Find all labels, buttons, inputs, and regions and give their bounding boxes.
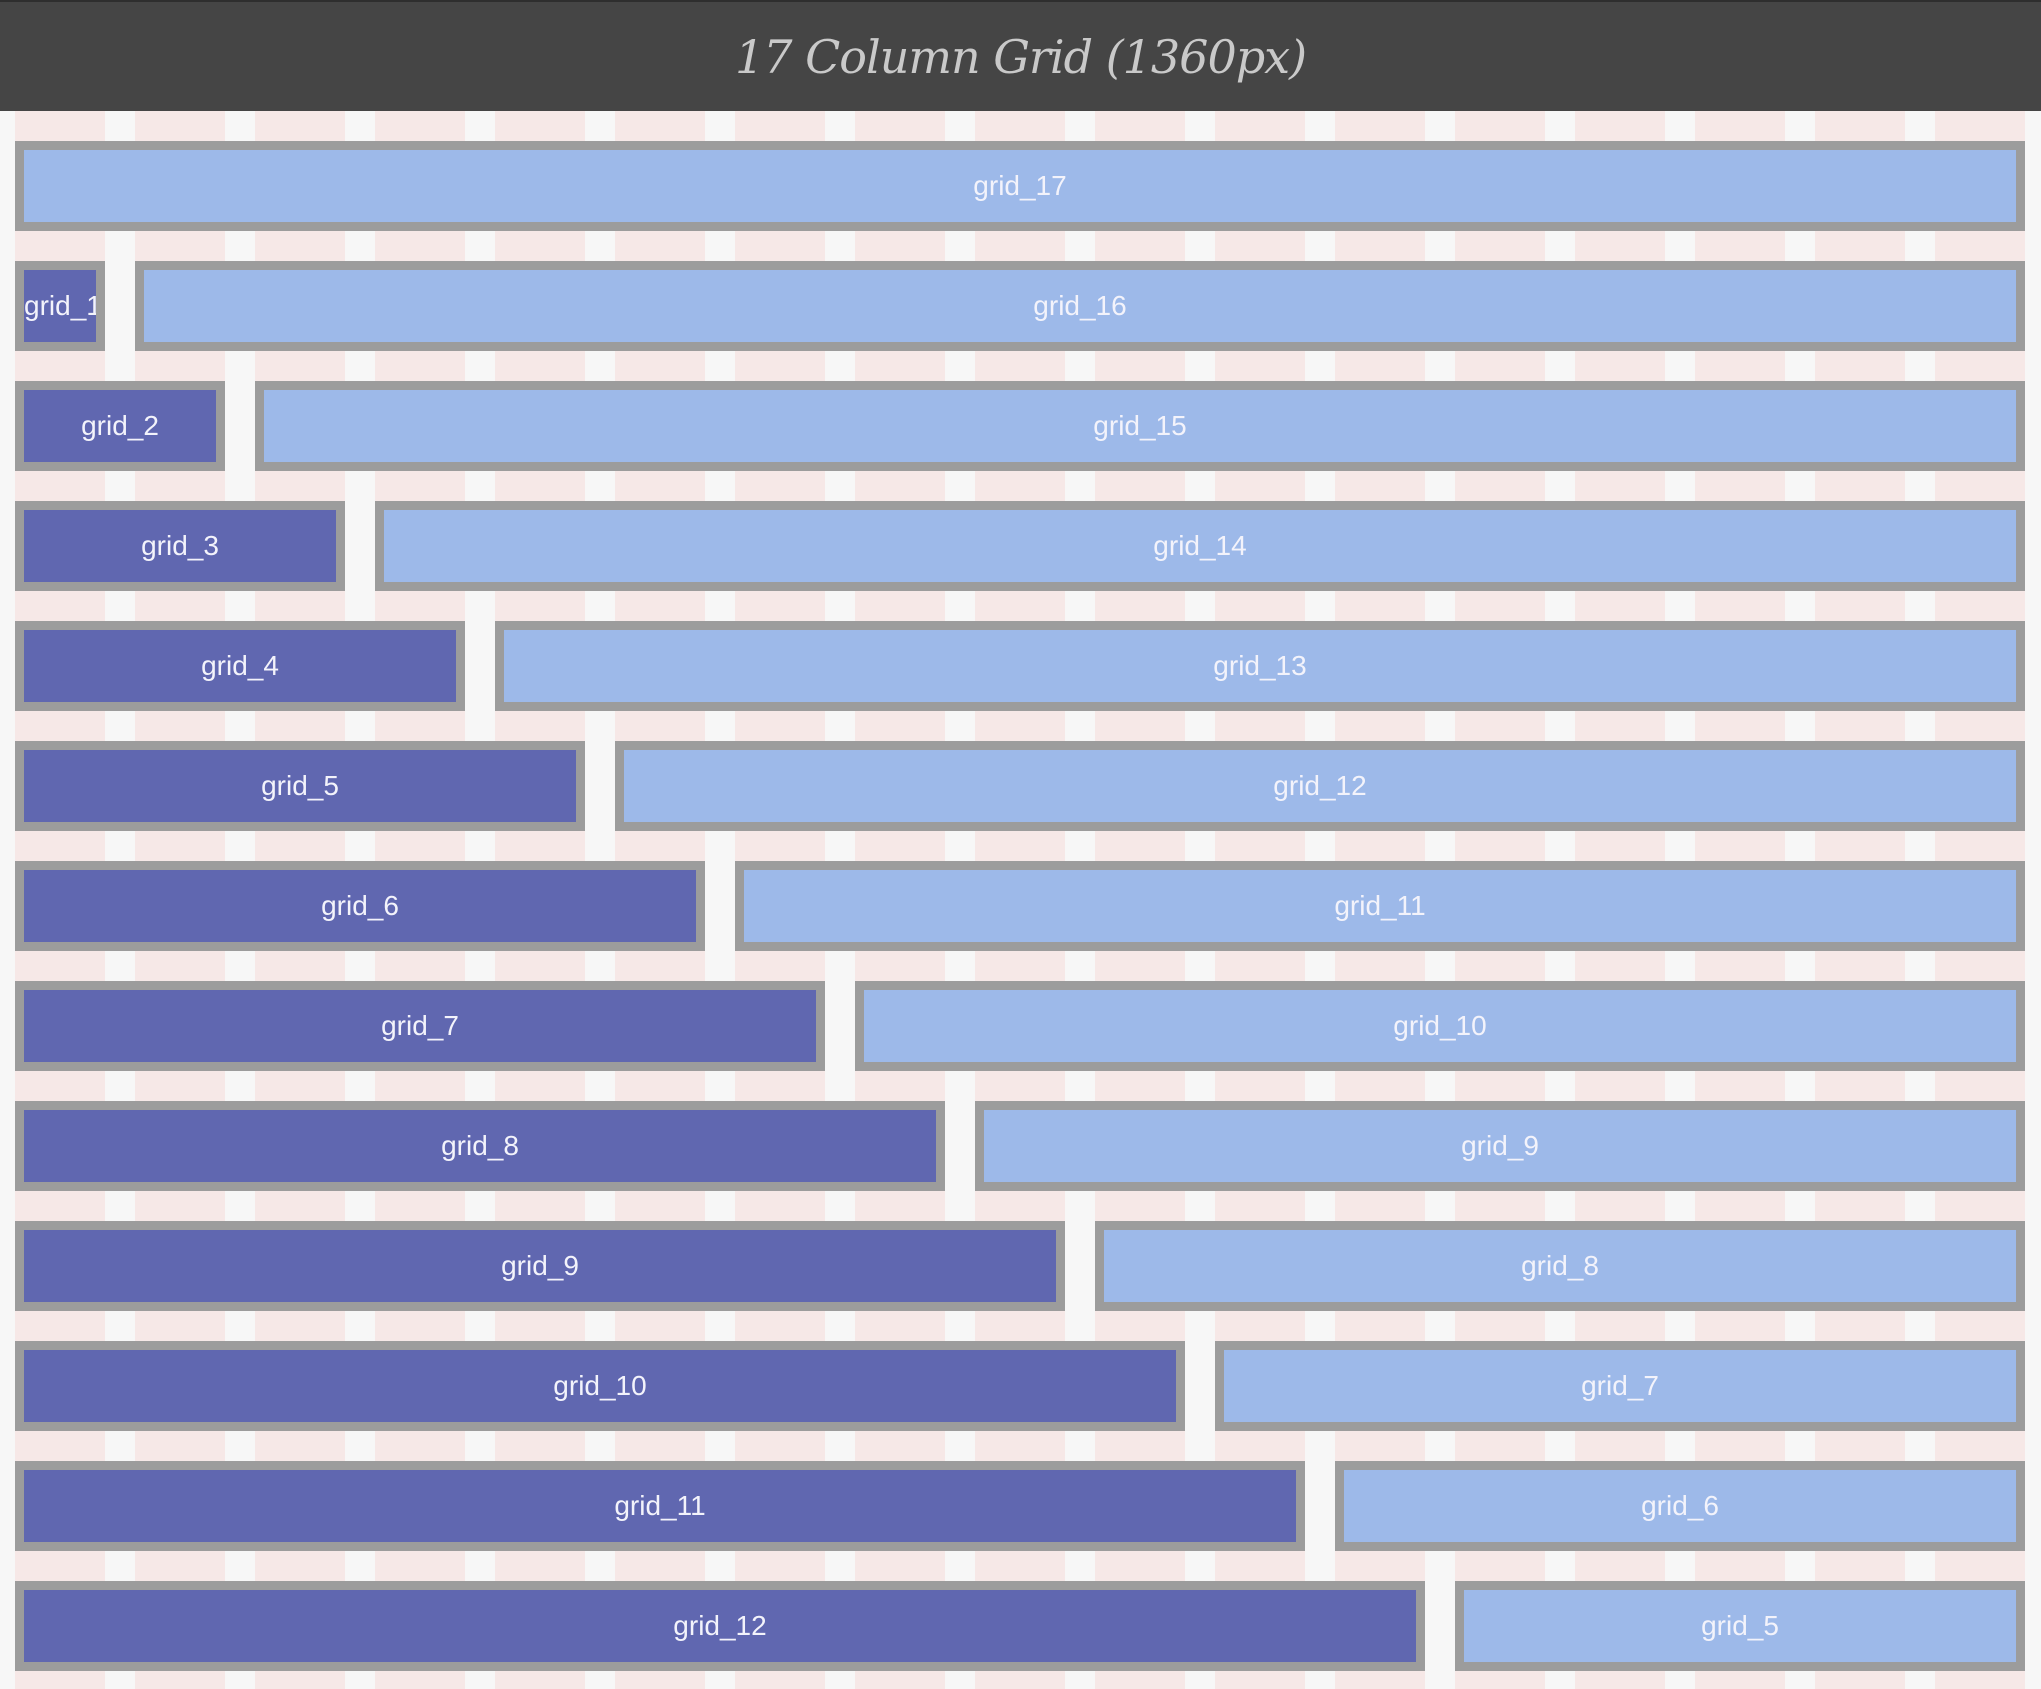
grid-box-grid-3: grid_3 <box>15 501 345 591</box>
grid-box-grid-14: grid_14 <box>375 501 2025 591</box>
grid-box-grid-5: grid_5 <box>1455 1581 2025 1671</box>
grid-box-grid-9: grid_9 <box>15 1221 1065 1311</box>
grid-box-grid-1: grid_1 <box>15 261 105 351</box>
grid-box-grid-9: grid_9 <box>975 1101 2025 1191</box>
grid-box-grid-8: grid_8 <box>1095 1221 2025 1311</box>
grid-box-grid-7: grid_7 <box>15 981 825 1071</box>
grid-box-grid-17: grid_17 <box>15 141 2025 231</box>
grid-box-grid-11: grid_11 <box>735 861 2025 951</box>
grid-box-grid-10: grid_10 <box>855 981 2025 1071</box>
grid-box-grid-11: grid_11 <box>15 1461 1305 1551</box>
grid-box-grid-10: grid_10 <box>15 1341 1185 1431</box>
grid-box-grid-12: grid_12 <box>615 741 2025 831</box>
page-header: 17 Column Grid (1360px) <box>0 0 2041 111</box>
grid-box-grid-6: grid_6 <box>1335 1461 2025 1551</box>
grid-box-grid-2: grid_2 <box>15 381 225 471</box>
grid-box-grid-15: grid_15 <box>255 381 2025 471</box>
grid-box-grid-6: grid_6 <box>15 861 705 951</box>
grid-box-grid-12: grid_12 <box>15 1581 1425 1671</box>
page-title: 17 Column Grid (1360px) <box>734 29 1307 84</box>
grid-box-grid-8: grid_8 <box>15 1101 945 1191</box>
grid-box-grid-7: grid_7 <box>1215 1341 2025 1431</box>
grid-box-grid-13: grid_13 <box>495 621 2025 711</box>
grid-box-grid-4: grid_4 <box>15 621 465 711</box>
grid-box-grid-5: grid_5 <box>15 741 585 831</box>
grid-box-grid-16: grid_16 <box>135 261 2025 351</box>
